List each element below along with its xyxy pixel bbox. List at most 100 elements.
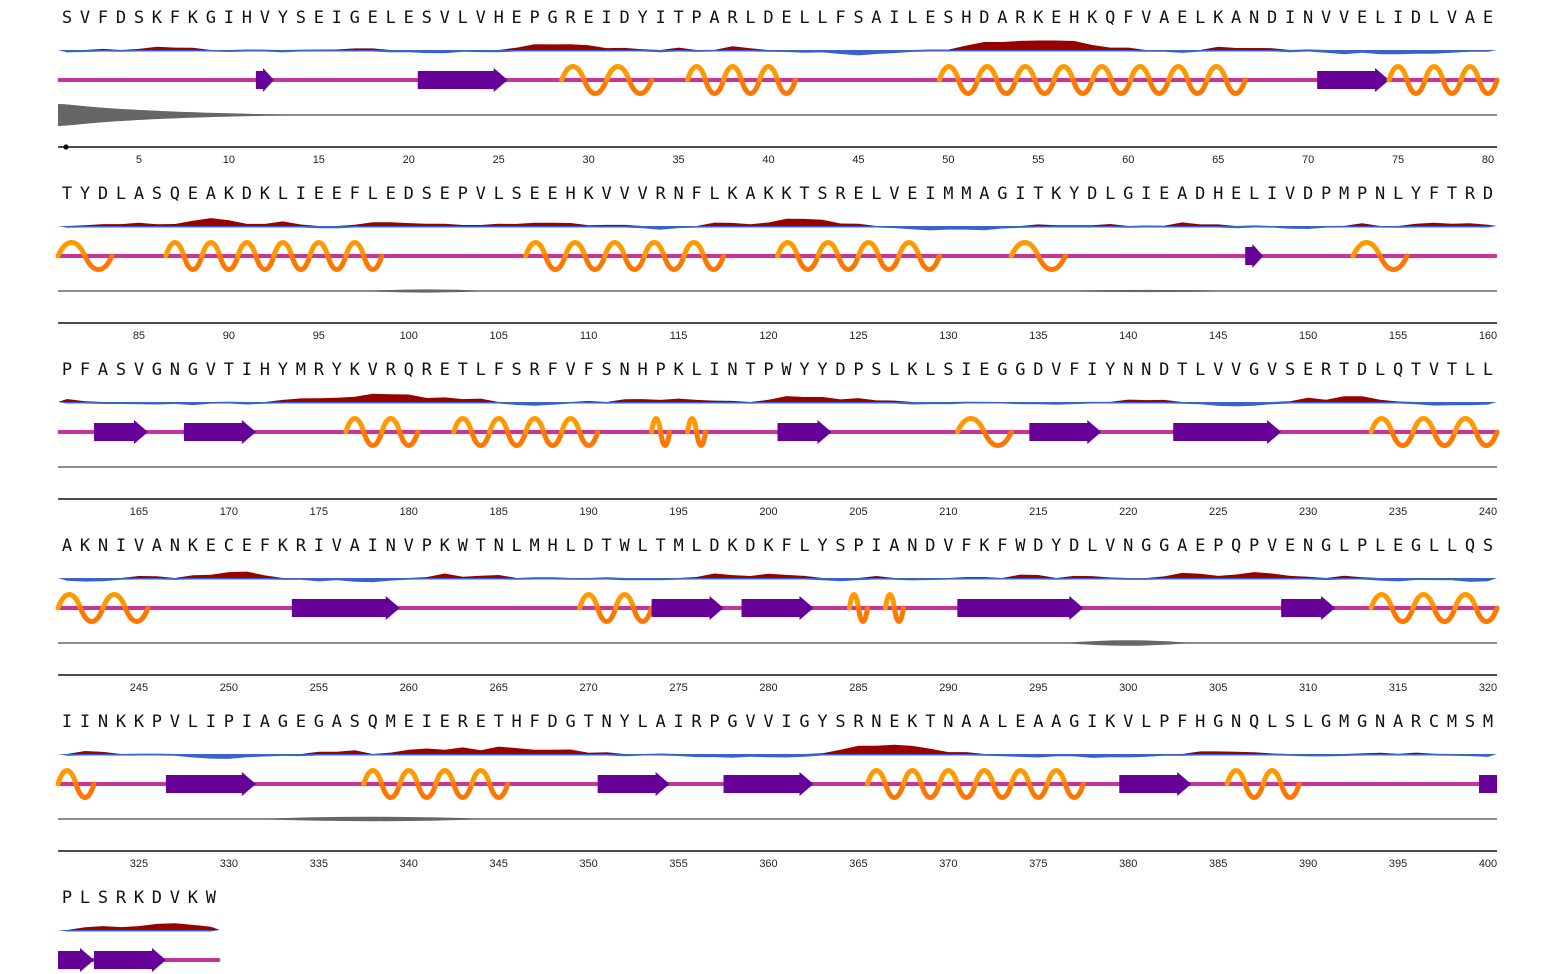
residue-letter: K (907, 360, 918, 380)
residue-letter: I (422, 712, 432, 732)
residue-letter: E (1051, 8, 1061, 28)
residue-letter: S (871, 360, 881, 380)
residue-letter: S (512, 360, 522, 380)
residue-letter: F (98, 8, 108, 28)
residue-letter: K (224, 184, 235, 204)
alpha-helix (559, 64, 655, 96)
residue-letter: K (188, 536, 199, 556)
alpha-helix (846, 592, 870, 624)
residue-letter: E (979, 360, 989, 380)
position-tick-label: 55 (1032, 154, 1044, 166)
residue-letter: K (188, 8, 199, 28)
residue-letter: V (601, 184, 611, 204)
residue-letter: T (1411, 360, 1421, 380)
residue-letter: I (889, 8, 899, 28)
residue-letter: G (1015, 360, 1025, 380)
position-tick-label: 170 (220, 506, 238, 518)
residue-letter: V (1447, 8, 1457, 28)
residue-letter: M (296, 360, 306, 380)
residue-letter: K (440, 536, 451, 556)
position-tick-label: 155 (1389, 330, 1407, 342)
alpha-helix (775, 240, 942, 272)
residue-letter: Y (1411, 184, 1421, 204)
beta-strand (1281, 596, 1336, 620)
position-tick-label: 285 (849, 682, 867, 694)
residue-letter: G (997, 184, 1007, 204)
residue-letter: E (440, 712, 450, 732)
residue-letter: H (242, 8, 252, 28)
residue-letter: K (907, 712, 918, 732)
position-tick-label: 15 (313, 154, 325, 166)
alpha-helix (577, 592, 655, 624)
position-tick-label: 180 (400, 506, 418, 518)
residue-letter: F (170, 8, 180, 28)
hydrophilic-profile (58, 218, 1497, 226)
residue-letter: L (1465, 360, 1475, 380)
residue-letter: R (1411, 712, 1422, 732)
position-tick-label: 90 (223, 330, 235, 342)
position-tick-label: 350 (579, 858, 597, 870)
residue-letter: H (637, 360, 647, 380)
residue-letter: I (673, 712, 683, 732)
residue-letter: L (691, 360, 701, 380)
position-tick-label: 310 (1299, 682, 1317, 694)
residue-letter: L (188, 712, 198, 732)
position-tick-label: 345 (490, 858, 508, 870)
residue-letter: R (386, 360, 397, 380)
residue-letter: D (242, 184, 252, 204)
residue-letter: Q (368, 712, 378, 732)
residue-letter: I (80, 712, 90, 732)
residue-letter: E (548, 184, 558, 204)
residue-letter: I (1141, 184, 1151, 204)
alpha-helix (343, 416, 421, 448)
residue-letter: I (242, 360, 252, 380)
residue-letter: F (530, 712, 540, 732)
residue-letter: D (152, 888, 162, 908)
residue-letter: S (134, 8, 144, 28)
residue-letter: T (1033, 184, 1043, 204)
alpha-helix (55, 768, 97, 800)
beta-strand (741, 596, 814, 620)
residue-letter: A (350, 536, 360, 556)
position-tick-label: 305 (1209, 682, 1227, 694)
residue-letter: F (1177, 712, 1187, 732)
residue-letter: L (1195, 360, 1205, 380)
residue-letter: D (1087, 184, 1097, 204)
residue-letter: D (1195, 184, 1205, 204)
residue-letter: K (278, 536, 289, 556)
alpha-helix (649, 416, 673, 448)
position-tick-label: 295 (1029, 682, 1047, 694)
hydrophobic-profile (58, 754, 1497, 759)
residue-letter: D (404, 184, 414, 204)
residue-letter: G (1321, 712, 1331, 732)
residue-letter: L (889, 360, 899, 380)
residue-letter: K (80, 536, 91, 556)
residue-letter: Y (817, 360, 827, 380)
residue-letter: V (889, 184, 899, 204)
residue-letter: E (925, 8, 935, 28)
residue-letter: D (1357, 360, 1367, 380)
residue-letter: I (1393, 8, 1403, 28)
position-tick-label: 175 (310, 506, 328, 518)
residue-letter: N (673, 184, 683, 204)
residue-letter: M (1339, 712, 1349, 732)
position-tick-label: 10 (223, 154, 235, 166)
beta-strand (183, 420, 256, 444)
residue-letter: I (1285, 8, 1295, 28)
residue-letter: V (637, 184, 647, 204)
residue-letter: Q (1465, 536, 1475, 556)
beta-strand (723, 772, 814, 796)
residue-letter: L (512, 536, 522, 556)
residue-letter: N (98, 536, 108, 556)
hydrophilic-profile (58, 571, 1497, 578)
residue-letter: H (512, 712, 522, 732)
residue-letter: N (1123, 536, 1133, 556)
residue-letter: G (1249, 360, 1259, 380)
residue-letter: E (530, 184, 540, 204)
residue-letter: S (1483, 536, 1493, 556)
hydrophilic-profile (58, 923, 220, 930)
residue-letter: V (1339, 8, 1349, 28)
residue-letter: L (997, 712, 1007, 732)
position-tick-label: 325 (130, 858, 148, 870)
